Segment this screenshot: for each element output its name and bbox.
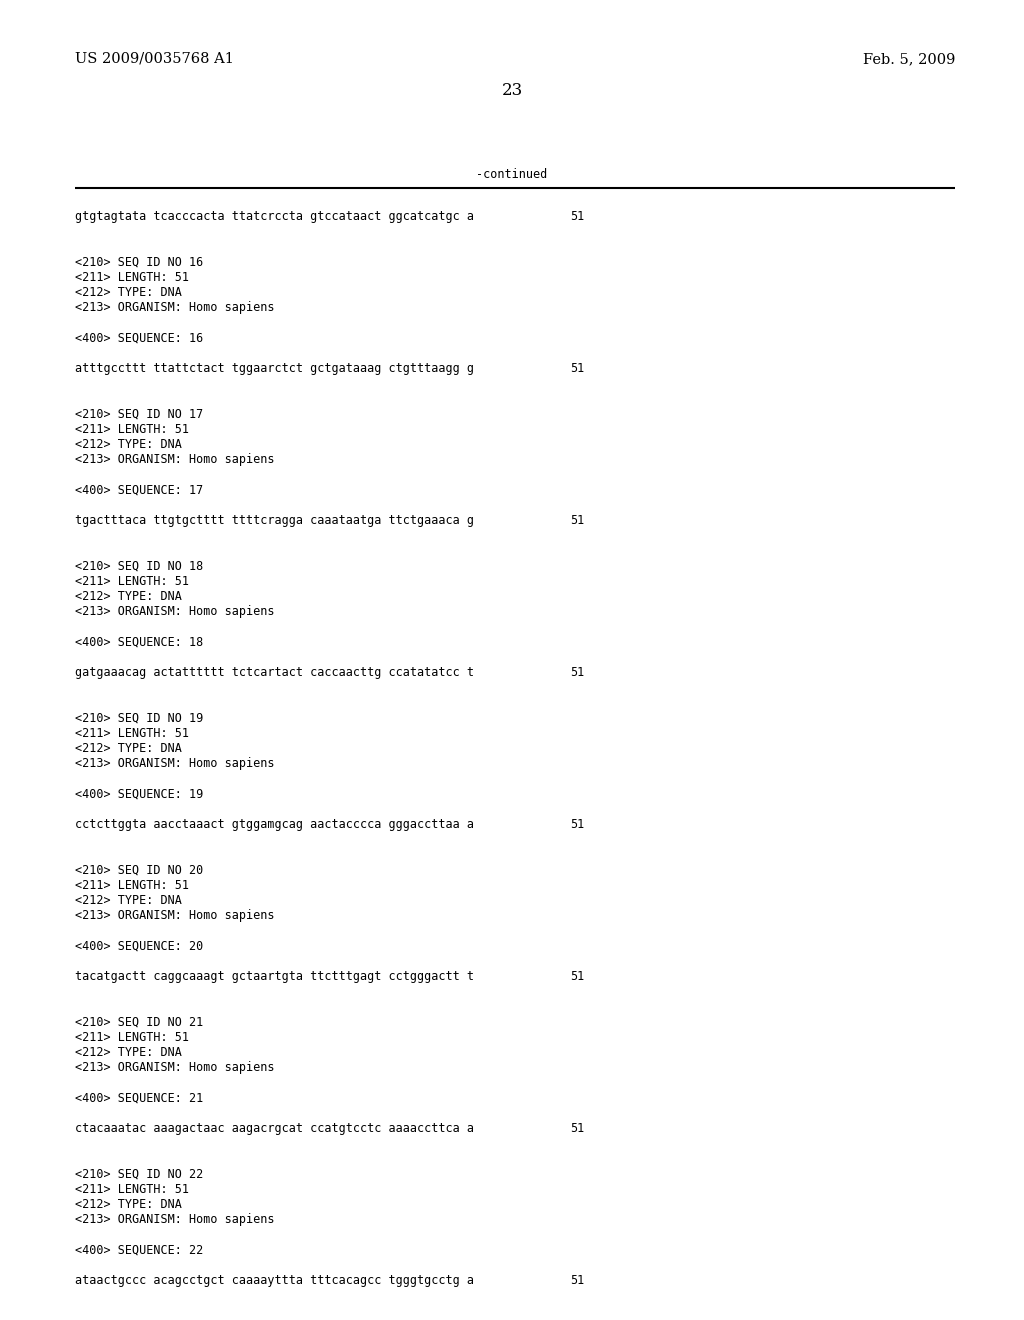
Text: US 2009/0035768 A1: US 2009/0035768 A1: [75, 51, 233, 66]
Text: <210> SEQ ID NO 20: <210> SEQ ID NO 20: [75, 863, 203, 876]
Text: 51: 51: [570, 818, 585, 832]
Text: <213> ORGANISM: Homo sapiens: <213> ORGANISM: Homo sapiens: [75, 301, 274, 314]
Text: <211> LENGTH: 51: <211> LENGTH: 51: [75, 574, 189, 587]
Text: <211> LENGTH: 51: <211> LENGTH: 51: [75, 879, 189, 892]
Text: <210> SEQ ID NO 19: <210> SEQ ID NO 19: [75, 711, 203, 725]
Text: <211> LENGTH: 51: <211> LENGTH: 51: [75, 1183, 189, 1196]
Text: <400> SEQUENCE: 22: <400> SEQUENCE: 22: [75, 1243, 203, 1257]
Text: <210> SEQ ID NO 21: <210> SEQ ID NO 21: [75, 1015, 203, 1028]
Text: <211> LENGTH: 51: <211> LENGTH: 51: [75, 422, 189, 436]
Text: atttgccttt ttattctact tggaarctct gctgataaag ctgtttaagg g: atttgccttt ttattctact tggaarctct gctgata…: [75, 362, 474, 375]
Text: <211> LENGTH: 51: <211> LENGTH: 51: [75, 1031, 189, 1044]
Text: 51: 51: [570, 970, 585, 983]
Text: <212> TYPE: DNA: <212> TYPE: DNA: [75, 1045, 182, 1059]
Text: <212> TYPE: DNA: <212> TYPE: DNA: [75, 590, 182, 603]
Text: 51: 51: [570, 1274, 585, 1287]
Text: 51: 51: [570, 1122, 585, 1135]
Text: tgactttaca ttgtgctttt ttttcragga caaataatga ttctgaaaca g: tgactttaca ttgtgctttt ttttcragga caaataa…: [75, 513, 474, 527]
Text: <210> SEQ ID NO 16: <210> SEQ ID NO 16: [75, 256, 203, 268]
Text: 23: 23: [502, 82, 522, 99]
Text: <400> SEQUENCE: 17: <400> SEQUENCE: 17: [75, 483, 203, 496]
Text: tacatgactt caggcaaagt gctaartgta ttctttgagt cctgggactt t: tacatgactt caggcaaagt gctaartgta ttctttg…: [75, 970, 474, 983]
Text: <400> SEQUENCE: 18: <400> SEQUENCE: 18: [75, 636, 203, 648]
Text: <210> SEQ ID NO 17: <210> SEQ ID NO 17: [75, 408, 203, 421]
Text: <400> SEQUENCE: 16: <400> SEQUENCE: 16: [75, 331, 203, 345]
Text: 51: 51: [570, 667, 585, 678]
Text: <212> TYPE: DNA: <212> TYPE: DNA: [75, 742, 182, 755]
Text: gtgtagtata tcacccacta ttatcrccta gtccataact ggcatcatgc a: gtgtagtata tcacccacta ttatcrccta gtccata…: [75, 210, 474, 223]
Text: <212> TYPE: DNA: <212> TYPE: DNA: [75, 438, 182, 451]
Text: <211> LENGTH: 51: <211> LENGTH: 51: [75, 727, 189, 739]
Text: cctcttggta aacctaaact gtggamgcag aactacccca gggaccttaa a: cctcttggta aacctaaact gtggamgcag aactacc…: [75, 818, 474, 832]
Text: <213> ORGANISM: Homo sapiens: <213> ORGANISM: Homo sapiens: [75, 1061, 274, 1074]
Text: gatgaaacag actatttttt tctcartact caccaacttg ccatatatcc t: gatgaaacag actatttttt tctcartact caccaac…: [75, 667, 474, 678]
Text: ctacaaatac aaagactaac aagacrgcat ccatgtcctc aaaaccttca a: ctacaaatac aaagactaac aagacrgcat ccatgtc…: [75, 1122, 474, 1135]
Text: <400> SEQUENCE: 20: <400> SEQUENCE: 20: [75, 940, 203, 953]
Text: <213> ORGANISM: Homo sapiens: <213> ORGANISM: Homo sapiens: [75, 909, 274, 923]
Text: <210> SEQ ID NO 22: <210> SEQ ID NO 22: [75, 1168, 203, 1180]
Text: 51: 51: [570, 210, 585, 223]
Text: 51: 51: [570, 362, 585, 375]
Text: <213> ORGANISM: Homo sapiens: <213> ORGANISM: Homo sapiens: [75, 453, 274, 466]
Text: <210> SEQ ID NO 18: <210> SEQ ID NO 18: [75, 560, 203, 573]
Text: -continued: -continued: [476, 168, 548, 181]
Text: <213> ORGANISM: Homo sapiens: <213> ORGANISM: Homo sapiens: [75, 758, 274, 770]
Text: <212> TYPE: DNA: <212> TYPE: DNA: [75, 894, 182, 907]
Text: <400> SEQUENCE: 19: <400> SEQUENCE: 19: [75, 788, 203, 801]
Text: <213> ORGANISM: Homo sapiens: <213> ORGANISM: Homo sapiens: [75, 1213, 274, 1226]
Text: <213> ORGANISM: Homo sapiens: <213> ORGANISM: Homo sapiens: [75, 605, 274, 618]
Text: <400> SEQUENCE: 21: <400> SEQUENCE: 21: [75, 1092, 203, 1105]
Text: <212> TYPE: DNA: <212> TYPE: DNA: [75, 286, 182, 300]
Text: <212> TYPE: DNA: <212> TYPE: DNA: [75, 1199, 182, 1210]
Text: <211> LENGTH: 51: <211> LENGTH: 51: [75, 271, 189, 284]
Text: Feb. 5, 2009: Feb. 5, 2009: [862, 51, 955, 66]
Text: 51: 51: [570, 513, 585, 527]
Text: ataactgccc acagcctgct caaaayttta tttcacagcc tgggtgcctg a: ataactgccc acagcctgct caaaayttta tttcaca…: [75, 1274, 474, 1287]
